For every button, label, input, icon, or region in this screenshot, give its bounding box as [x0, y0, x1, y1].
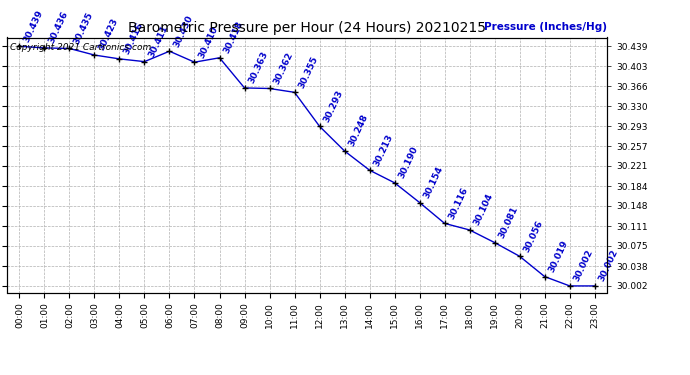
Text: 30.293: 30.293 — [322, 88, 345, 123]
Text: 30.116: 30.116 — [447, 186, 470, 220]
Text: 30.423: 30.423 — [97, 17, 120, 52]
Text: 30.410: 30.410 — [197, 24, 220, 59]
Text: 30.081: 30.081 — [497, 205, 520, 240]
Text: 30.248: 30.248 — [347, 113, 370, 148]
Title: Barometric Pressure per Hour (24 Hours) 20210215: Barometric Pressure per Hour (24 Hours) … — [128, 21, 486, 35]
Text: 30.430: 30.430 — [172, 13, 195, 48]
Text: 30.416: 30.416 — [122, 21, 145, 56]
Text: 30.435: 30.435 — [72, 10, 95, 46]
Text: 30.154: 30.154 — [422, 165, 445, 200]
Text: 30.411: 30.411 — [147, 24, 170, 59]
Text: 30.190: 30.190 — [397, 145, 420, 180]
Text: 30.355: 30.355 — [297, 54, 320, 90]
Text: 30.363: 30.363 — [247, 50, 270, 85]
Text: 30.019: 30.019 — [547, 239, 570, 274]
Text: Pressure (Inches/Hg): Pressure (Inches/Hg) — [484, 22, 607, 32]
Text: 30.362: 30.362 — [273, 51, 295, 86]
Text: 30.056: 30.056 — [522, 219, 545, 254]
Text: 30.002: 30.002 — [598, 248, 620, 283]
Text: 30.104: 30.104 — [473, 192, 495, 227]
Text: 30.418: 30.418 — [222, 20, 245, 55]
Text: 30.439: 30.439 — [22, 8, 45, 44]
Text: 30.002: 30.002 — [573, 248, 595, 283]
Text: Copyright 2021 Cartronics.com: Copyright 2021 Cartronics.com — [10, 43, 151, 52]
Text: 30.436: 30.436 — [47, 10, 70, 45]
Text: 30.213: 30.213 — [373, 132, 395, 167]
